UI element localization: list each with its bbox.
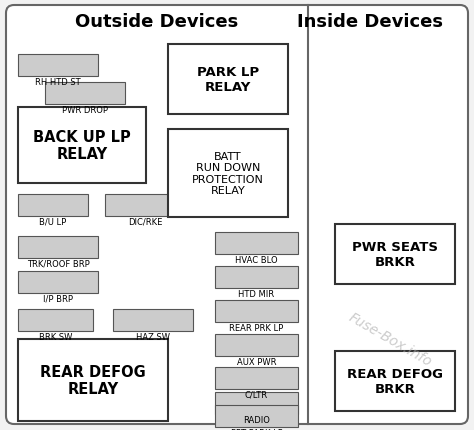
Bar	[215, 233, 298, 255]
Bar	[18, 237, 98, 258]
Text: RADIO: RADIO	[243, 415, 270, 424]
Bar	[215, 392, 298, 414]
Bar	[18, 55, 98, 77]
Bar	[335, 224, 455, 284]
Bar	[18, 309, 93, 331]
Text: RH HTD ST: RH HTD ST	[35, 78, 81, 87]
Bar	[215, 367, 298, 389]
Bar	[168, 130, 288, 218]
Text: HAZ SW: HAZ SW	[136, 332, 170, 341]
Text: PWR SEATS
BRKR: PWR SEATS BRKR	[352, 240, 438, 268]
Bar	[105, 194, 185, 216]
Text: PARK LP
RELAY: PARK LP RELAY	[197, 66, 259, 94]
Bar	[215, 405, 298, 427]
Bar	[335, 351, 455, 411]
Text: BACK UP LP
RELAY: BACK UP LP RELAY	[33, 129, 131, 162]
Text: B/U LP: B/U LP	[39, 218, 67, 227]
Text: FRT PARK LP: FRT PARK LP	[230, 428, 283, 430]
Bar	[215, 334, 298, 356]
Text: AUX PWR: AUX PWR	[237, 357, 276, 366]
Text: Inside Devices: Inside Devices	[297, 13, 443, 31]
Bar	[168, 45, 288, 115]
Bar	[18, 194, 88, 216]
Text: REAR DEFOG
BRKR: REAR DEFOG BRKR	[347, 367, 443, 395]
Text: REAR DEFOG
RELAY: REAR DEFOG RELAY	[40, 364, 146, 396]
Text: BATT
RUN DOWN
PROTECTION
RELAY: BATT RUN DOWN PROTECTION RELAY	[192, 151, 264, 196]
Text: C/LTR: C/LTR	[245, 390, 268, 399]
Text: DIC/RKE: DIC/RKE	[128, 218, 162, 227]
Bar	[113, 309, 193, 331]
Text: TRK/ROOF BRP: TRK/ROOF BRP	[27, 259, 90, 268]
Bar	[18, 271, 98, 293]
Text: Outside Devices: Outside Devices	[75, 13, 238, 31]
Bar	[18, 339, 168, 421]
Bar	[215, 266, 298, 289]
Bar	[215, 300, 298, 322]
Text: HVAC BLO: HVAC BLO	[235, 255, 278, 264]
Bar	[45, 83, 125, 105]
Text: REAR PRK LP: REAR PRK LP	[229, 323, 283, 332]
Text: I/P BRP: I/P BRP	[43, 294, 73, 303]
Text: PWR DROP: PWR DROP	[62, 106, 108, 115]
FancyBboxPatch shape	[6, 6, 468, 424]
Text: BRK SW: BRK SW	[39, 332, 72, 341]
Text: HTD MIR: HTD MIR	[238, 289, 274, 298]
Bar	[18, 108, 146, 184]
Text: Fuse-Box.info: Fuse-Box.info	[346, 310, 434, 369]
